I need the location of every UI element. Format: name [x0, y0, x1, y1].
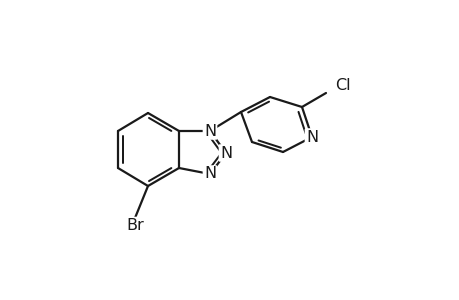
Text: N: N	[203, 124, 216, 139]
Text: N: N	[203, 167, 216, 182]
Text: Cl: Cl	[334, 77, 350, 92]
Text: Br: Br	[126, 218, 144, 233]
Text: N: N	[305, 130, 317, 145]
Text: N: N	[219, 146, 231, 160]
